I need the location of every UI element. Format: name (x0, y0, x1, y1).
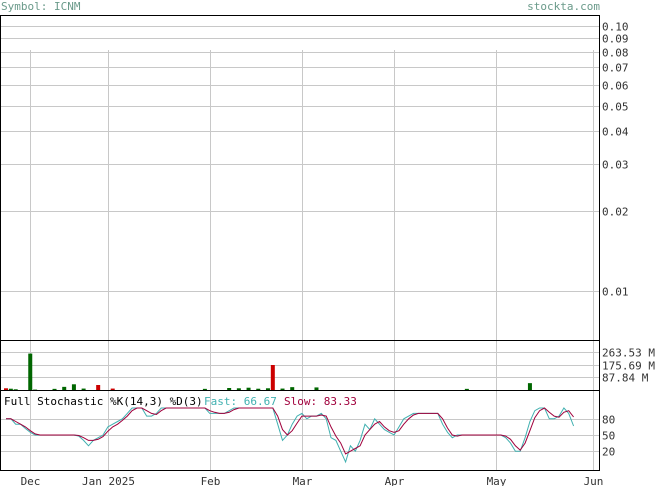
x-tick-label: Jun (584, 475, 604, 486)
x-tick-label: Dec (21, 475, 41, 486)
stochastic-tick-label: 50 (602, 430, 615, 443)
volume-bar (265, 388, 270, 390)
x-tick-label: Jan 2025 (82, 475, 135, 486)
price-tick-label: 0.05 (602, 101, 629, 114)
panel-frames (0, 15, 600, 471)
axis-labels: Dec Jan 2025 Feb Mar Apr May Jun 0.100.090.08 0.… (4, 21, 655, 486)
symbol-label: Symbol: ICNM (1, 0, 81, 13)
volume-bar (96, 385, 101, 390)
volume-bar (280, 388, 285, 390)
stochastic-title: Full Stochastic %K(14,3) %D(3) (4, 395, 203, 408)
volume-bar (8, 388, 13, 390)
price-tick-label: 0.02 (602, 206, 629, 219)
volume-bar (4, 388, 8, 390)
price-tick-label: 0.09 (602, 33, 629, 46)
volume-bar (270, 365, 275, 390)
price-tick-label: 0.04 (602, 126, 629, 139)
volume-tick-label: 87.84 M (602, 372, 649, 385)
price-tick-label: 0.07 (602, 62, 629, 75)
volume-bars (4, 353, 532, 390)
price-tick-label: 0.08 (602, 47, 629, 60)
volume-bar (13, 389, 18, 390)
volume-bar (28, 353, 33, 390)
volume-bar (464, 388, 469, 390)
price-tick-label: 0.10 (602, 21, 629, 34)
x-tick-label: Apr (385, 475, 405, 486)
volume-bar (81, 388, 86, 390)
stochastic-lines (6, 407, 575, 464)
x-tick-label: Mar (293, 475, 313, 486)
volume-bar (227, 388, 232, 390)
volume-bar (246, 387, 251, 390)
volume-bar (236, 388, 241, 390)
slow-value-label: Slow: 83.33 (284, 395, 357, 408)
stochastic-tick-label: 20 (602, 446, 615, 459)
price-tick-label: 0.03 (602, 159, 629, 172)
stochastic-tick-label: 80 (602, 414, 615, 427)
site-brand: stockta.com (527, 0, 600, 13)
volume-bar (314, 387, 319, 390)
fast-value-label: Fast: 66.67 (204, 395, 277, 408)
volume-tick-label: 175.69 M (602, 360, 655, 373)
volume-bar (290, 387, 295, 390)
grid-lines (0, 26, 599, 470)
volume-bar (52, 388, 57, 390)
volume-bar (202, 388, 207, 390)
stochastic-panel (0, 390, 600, 471)
price-tick-label: 0.01 (602, 286, 629, 299)
price-tick-label: 0.06 (602, 80, 629, 93)
volume-tick-label: 263.53 M (602, 347, 655, 360)
slow-line (6, 407, 574, 455)
volume-bar (71, 384, 76, 390)
volume-bar (62, 386, 67, 390)
x-tick-label: Feb (201, 475, 221, 486)
x-tick-label: May (487, 475, 507, 486)
volume-bar (110, 388, 115, 390)
volume-bar (256, 388, 261, 390)
volume-bar (527, 383, 532, 390)
